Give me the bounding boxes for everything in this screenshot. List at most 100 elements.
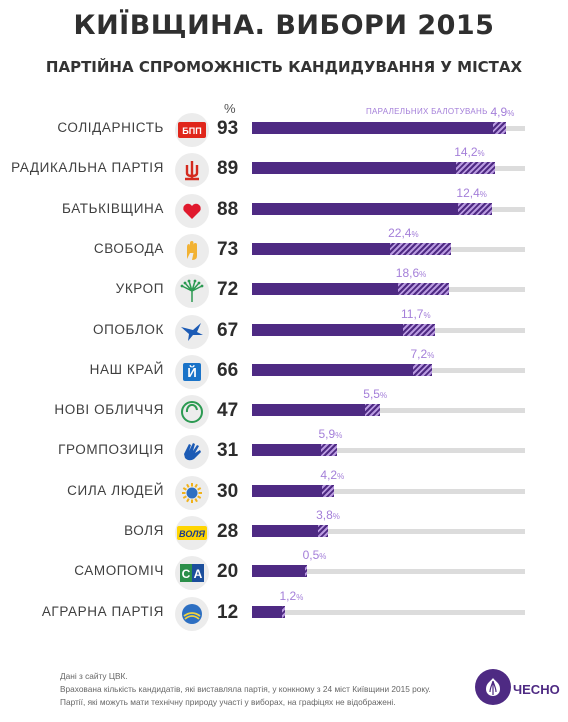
value-label: 93 [217, 118, 239, 139]
parallel-label: 7,2% [411, 347, 435, 361]
parallel-hatch-bar [458, 202, 493, 215]
candidacy-bar [252, 323, 435, 336]
chart-subtitle: ПАРТІЙНА СПРОМОЖНІСТЬ КАНДИДУВАННЯ У МІС… [45, 58, 523, 76]
bar-track [252, 569, 525, 575]
bird-icon [175, 314, 209, 349]
parallel-label: 18,6% [396, 266, 426, 280]
sa-logo-text-1: С [182, 567, 191, 581]
party-row: НАШ КРАЙ Й 66 7,2% [0, 347, 568, 391]
parallel-label: 0,5% [303, 548, 327, 562]
bpp-logo-text: БПП [182, 126, 201, 136]
parallel-value: 4,9 [490, 105, 508, 119]
value-label: 47 [217, 400, 239, 422]
party-row: НОВІ ОБЛИЧЧЯ 47 5,5% [0, 387, 568, 431]
volya-logo-text: ВОЛЯ [179, 529, 205, 539]
party-name: РАДИКАЛЬНА ПАРТІЯ [11, 160, 164, 176]
candidacy-bar [252, 605, 285, 618]
party-name: СИЛА ЛЮДЕЙ [67, 482, 164, 498]
parallel-label: 1,2% [280, 589, 304, 603]
party-name: БАТЬКІВЩИНА [62, 200, 164, 216]
parallel-hatch-bar [403, 323, 435, 336]
agrarian-icon [175, 596, 209, 631]
party-name: АГРАРНА ПАРТІЯ [41, 603, 164, 619]
parallel-percent-sign: % [423, 310, 431, 320]
value-label: 73 [217, 238, 239, 260]
parallel-label: 22,4% [388, 226, 418, 240]
letter-i-icon: Й [175, 354, 209, 389]
parallel-caption: ПАРАЛЕЛЬНИХ БАЛОТУВАНЬ [366, 107, 488, 116]
parallel-percent-sign: % [337, 471, 345, 481]
footnote-method: Врахована кількість кандидатів, які вист… [60, 684, 431, 694]
parallel-percent-sign: % [477, 149, 485, 159]
parallel-value: 18,6 [395, 266, 420, 281]
parallel-hatch-bar [322, 484, 334, 497]
party-name: ВОЛЯ [124, 523, 164, 538]
parallel-value: 1,2 [279, 588, 297, 603]
parallel-value: 22,4 [388, 225, 412, 240]
sa-logo-text-2: А [194, 567, 203, 581]
heart-icon [175, 193, 209, 228]
three-fingers-icon [175, 233, 209, 268]
party-row: РАДИКАЛЬНА ПАРТІЯ 89 14,2% [0, 145, 568, 189]
parallel-value: 0,5 [302, 548, 320, 563]
party-name: ОПОБЛОК [93, 321, 164, 337]
bar-track [252, 408, 525, 414]
party-row: ВОЛЯ ВОЛЯ 28 3,8% [0, 508, 568, 552]
brand-name: ЧЕСНО [513, 682, 560, 697]
party-row: СВОБОДА 73 22,4% [0, 226, 568, 270]
party-name: САМОПОМІЧ [74, 563, 164, 579]
parallel-hatch-bar [456, 162, 495, 175]
value-label: 88 [217, 198, 239, 220]
candidacy-bar [252, 525, 329, 537]
hand-icon [175, 435, 209, 470]
party-row: БАТЬКІВЩИНА 88 12,4% [0, 186, 568, 230]
party-row: СИЛА ЛЮДЕЙ 30 4,2% [0, 468, 568, 512]
value-label: 31 [217, 440, 239, 462]
percent-header: % [224, 101, 236, 116]
chart-title: КИЇВЩИНА. ВИБОРИ 2015 [73, 10, 495, 41]
value-label: 72 [217, 279, 239, 301]
party-name: УКРОП [115, 281, 164, 297]
parallel-label: 3,8% [316, 508, 340, 522]
parallel-hatch-bar [390, 242, 452, 255]
parallel-percent-sign: % [507, 109, 515, 118]
parallel-hatch-bar [318, 525, 329, 537]
parallel-percent-sign: % [319, 552, 327, 562]
parallel-percent-sign: % [479, 189, 487, 199]
parallel-label: 5,5% [363, 387, 387, 401]
value-label: 66 [217, 359, 239, 381]
parallel-hatch-bar [492, 122, 506, 134]
party-row: ОПОБЛОК 67 11,7% [0, 307, 568, 351]
party-name: СВОБОДА [93, 240, 164, 256]
value-label: 12 [217, 601, 239, 623]
party-name: НОВІ ОБЛИЧЧЯ [54, 402, 164, 418]
parallel-percent-sign: % [332, 512, 340, 521]
sun-icon [175, 475, 209, 510]
parallel-percent-sign: % [335, 431, 343, 441]
parallel-percent-sign: % [296, 592, 304, 602]
parallel-value: 5,5 [363, 387, 380, 402]
candidacy-bar [252, 444, 337, 457]
party-row: ГРОМПОЗИЦІЯ 31 5,9% [0, 427, 568, 471]
value-label: 89 [217, 158, 239, 180]
parallel-percent-sign: % [427, 350, 435, 360]
candidacy-bar [252, 565, 307, 578]
parallel-percent-sign: % [379, 391, 388, 401]
bpp-logo-icon: БПП [175, 113, 209, 147]
value-label: 67 [217, 319, 239, 341]
parallel-hatch-bar [304, 565, 307, 578]
parallel-percent-sign: % [411, 229, 419, 239]
bar-track [252, 529, 525, 534]
bar-track [252, 448, 525, 454]
nash-krai-logo-text: Й [187, 365, 196, 380]
parallel-label: 14,2% [454, 145, 484, 159]
volya-logo-icon: ВОЛЯ [175, 516, 209, 550]
parallel-value: 14,2 [454, 145, 478, 160]
parallel-value: 5,9 [318, 427, 336, 442]
parallel-label: 4,2% [320, 468, 344, 482]
candidacy-bar [252, 122, 506, 134]
candidacy-bar [252, 404, 381, 417]
parallel-value: 11,7 [401, 306, 424, 321]
parallel-hatch-bar [365, 404, 381, 417]
